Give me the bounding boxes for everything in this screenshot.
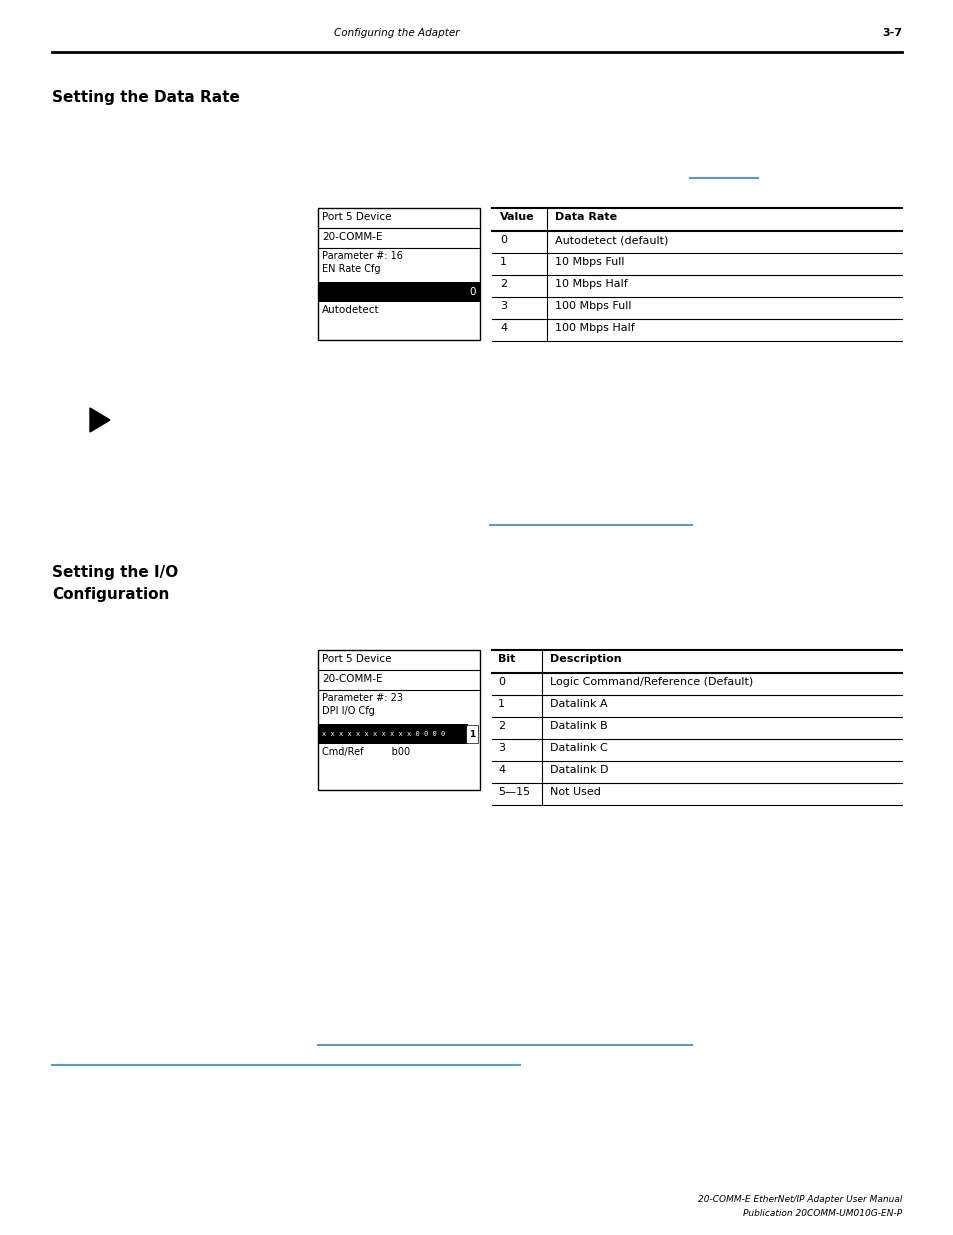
- Text: 10 Mbps Full: 10 Mbps Full: [555, 257, 624, 267]
- Text: Description: Description: [550, 655, 621, 664]
- Text: 3: 3: [497, 743, 504, 753]
- Bar: [317, 207, 479, 340]
- Bar: [317, 650, 479, 790]
- Text: 1: 1: [497, 699, 504, 709]
- Text: 1: 1: [468, 730, 475, 739]
- Text: 10 Mbps Half: 10 Mbps Half: [555, 279, 627, 289]
- Text: Setting the I/O: Setting the I/O: [52, 564, 178, 580]
- Text: Autodetect: Autodetect: [322, 305, 379, 315]
- Text: DPI I/O Cfg: DPI I/O Cfg: [322, 706, 375, 716]
- Text: 3: 3: [499, 301, 506, 311]
- Text: 20-COMM-E EtherNet/IP Adapter User Manual: 20-COMM-E EtherNet/IP Adapter User Manua…: [697, 1195, 901, 1204]
- Text: 3-7: 3-7: [882, 28, 901, 38]
- Text: Configuring the Adapter: Configuring the Adapter: [335, 28, 459, 38]
- Text: 0: 0: [499, 235, 506, 245]
- Text: 0: 0: [469, 287, 476, 296]
- Text: 1: 1: [499, 257, 506, 267]
- Text: 2: 2: [497, 721, 504, 731]
- Text: 100 Mbps Full: 100 Mbps Full: [555, 301, 631, 311]
- Text: Publication 20COMM-UM010G-EN-P: Publication 20COMM-UM010G-EN-P: [742, 1209, 901, 1218]
- Text: Data Rate: Data Rate: [555, 212, 617, 222]
- Text: Datalink D: Datalink D: [550, 764, 608, 776]
- Text: 20-COMM-E: 20-COMM-E: [322, 232, 382, 242]
- Text: Parameter #: 23: Parameter #: 23: [322, 693, 402, 703]
- Polygon shape: [90, 408, 110, 432]
- Text: Value: Value: [499, 212, 534, 222]
- Text: Autodetect (default): Autodetect (default): [555, 235, 668, 245]
- Text: 4: 4: [497, 764, 504, 776]
- Text: Logic Command/Reference (Default): Logic Command/Reference (Default): [550, 677, 753, 687]
- Text: Datalink C: Datalink C: [550, 743, 607, 753]
- Text: Setting the Data Rate: Setting the Data Rate: [52, 90, 239, 105]
- Text: Not Used: Not Used: [550, 787, 600, 797]
- Text: Cmd/Ref         b00: Cmd/Ref b00: [322, 747, 410, 757]
- Text: EN Rate Cfg: EN Rate Cfg: [322, 264, 380, 274]
- Text: x x x x x x x x x x x 0 0 0 0: x x x x x x x x x x x 0 0 0 0: [322, 731, 445, 737]
- Text: 4: 4: [499, 324, 507, 333]
- Text: Port 5 Device: Port 5 Device: [322, 212, 391, 222]
- Text: 20-COMM-E: 20-COMM-E: [322, 674, 382, 684]
- Text: 0: 0: [497, 677, 504, 687]
- Bar: [317, 282, 479, 303]
- Text: Datalink B: Datalink B: [550, 721, 607, 731]
- Text: Bit: Bit: [497, 655, 515, 664]
- Bar: [465, 725, 477, 743]
- Text: 100 Mbps Half: 100 Mbps Half: [555, 324, 634, 333]
- Text: 5—15: 5—15: [497, 787, 530, 797]
- Text: Datalink A: Datalink A: [550, 699, 607, 709]
- Bar: [317, 724, 468, 743]
- Text: 2: 2: [499, 279, 507, 289]
- Text: Port 5 Device: Port 5 Device: [322, 655, 391, 664]
- Text: Parameter #: 16: Parameter #: 16: [322, 251, 402, 261]
- Text: Configuration: Configuration: [52, 587, 170, 601]
